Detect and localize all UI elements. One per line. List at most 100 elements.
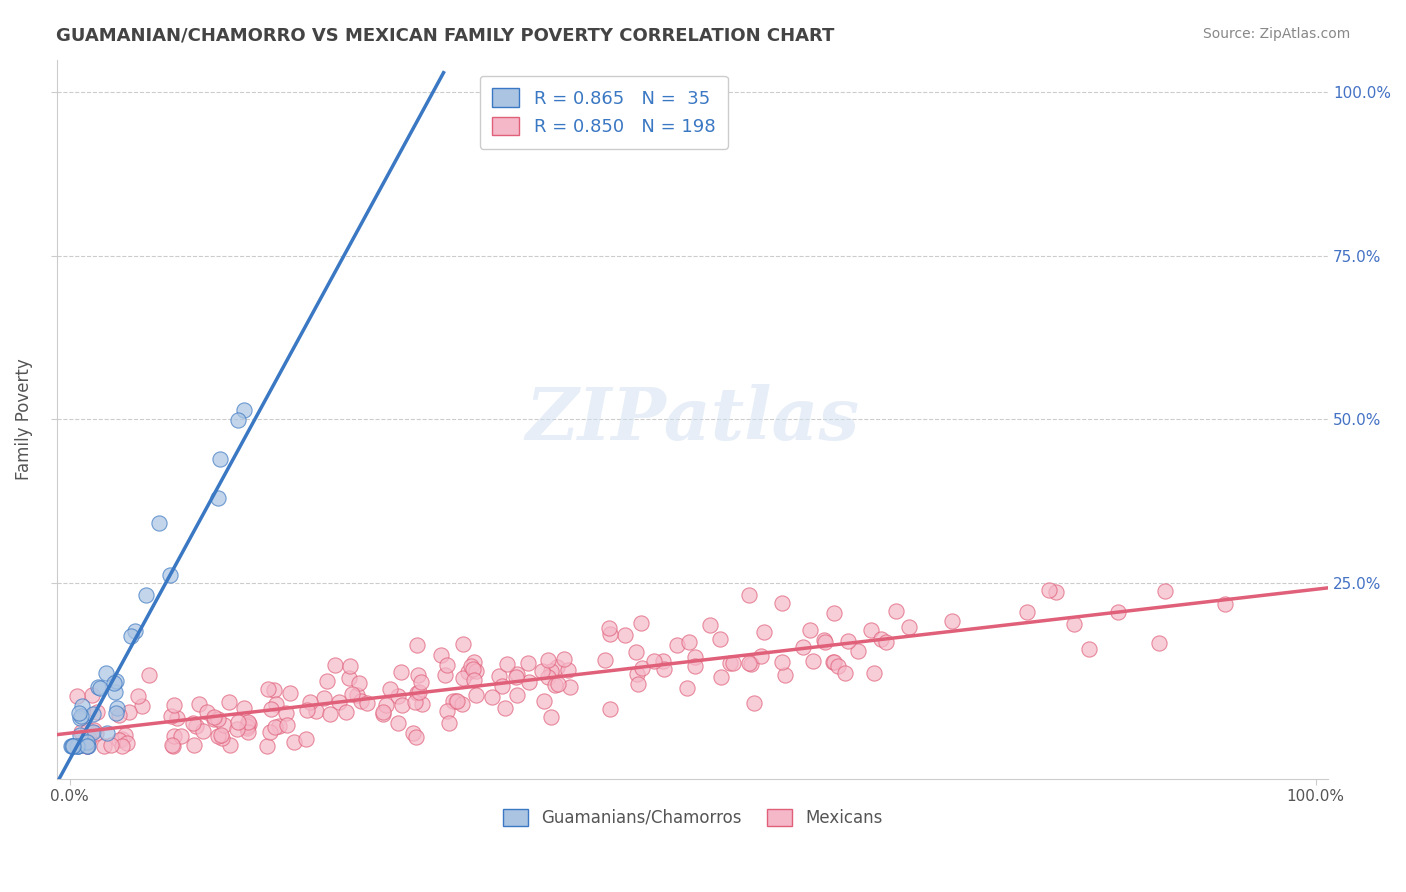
Point [148,516,170,530]
Point [211,731,233,746]
Point [533,694,555,708]
Point [441,694,464,708]
Point [314,691,336,706]
Point [104,674,127,689]
Point [316,673,339,688]
Point [411,675,433,690]
Point [350,694,373,708]
Point [105,701,128,715]
Point [626,645,648,659]
Point [371,705,394,719]
Point [517,674,540,689]
Point [346,688,368,702]
Point [263,720,285,734]
Point [160,708,183,723]
Point [540,710,562,724]
Point [463,656,485,670]
Point [69,728,91,742]
Point [89,681,111,696]
Point [208,452,231,467]
Point [710,670,733,684]
Point [183,739,205,753]
Point [1213,597,1236,611]
Point [259,725,281,739]
Point [76,735,98,749]
Point [186,719,208,733]
Point [1015,605,1038,619]
Point [335,705,357,719]
Point [709,632,731,646]
Point [159,568,181,582]
Point [233,403,256,417]
Point [481,690,503,704]
Point [76,739,98,754]
Point [337,671,360,685]
Point [207,491,229,505]
Point [627,677,650,691]
Point [67,739,90,754]
Point [494,701,516,715]
Point [323,658,346,673]
Point [66,739,89,754]
Point [598,621,620,635]
Point [82,688,104,702]
Point [195,705,218,719]
Point [665,638,688,652]
Point [718,656,741,670]
Point [69,724,91,739]
Point [406,638,429,652]
Point [207,729,229,743]
Point [446,694,468,708]
Point [83,723,105,737]
Point [537,670,560,684]
Point [202,712,225,726]
Point [593,653,616,667]
Point [451,698,474,712]
Point [115,736,138,750]
Point [488,669,510,683]
Point [276,718,298,732]
Point [683,650,706,665]
Point [170,729,193,743]
Point [114,728,136,742]
Point [280,685,302,699]
Point [408,668,430,682]
Text: GUAMANIAN/CHAMORRO VS MEXICAN FAMILY POVERTY CORRELATION CHART: GUAMANIAN/CHAMORRO VS MEXICAN FAMILY POV… [56,27,835,45]
Point [436,658,458,673]
Point [135,588,157,602]
Point [60,739,83,754]
Point [340,687,363,701]
Point [207,712,229,726]
Point [823,606,845,620]
Point [537,653,560,667]
Point [754,625,776,640]
Point [821,655,844,669]
Point [236,719,259,733]
Point [347,675,370,690]
Point [408,685,430,699]
Point [813,632,835,647]
Point [389,665,412,679]
Point [547,676,569,690]
Point [614,628,637,642]
Point [405,730,427,744]
Point [67,706,90,721]
Point [96,725,118,739]
Point [1077,642,1099,657]
Point [59,739,82,754]
Point [430,648,453,662]
Point [801,655,824,669]
Point [67,739,90,754]
Point [870,632,893,647]
Point [305,704,328,718]
Point [110,739,132,754]
Point [82,706,104,721]
Point [404,695,426,709]
Point [373,706,395,721]
Point [1153,583,1175,598]
Point [188,697,211,711]
Point [685,659,707,673]
Point [79,732,101,747]
Point [104,685,127,699]
Point [256,739,278,754]
